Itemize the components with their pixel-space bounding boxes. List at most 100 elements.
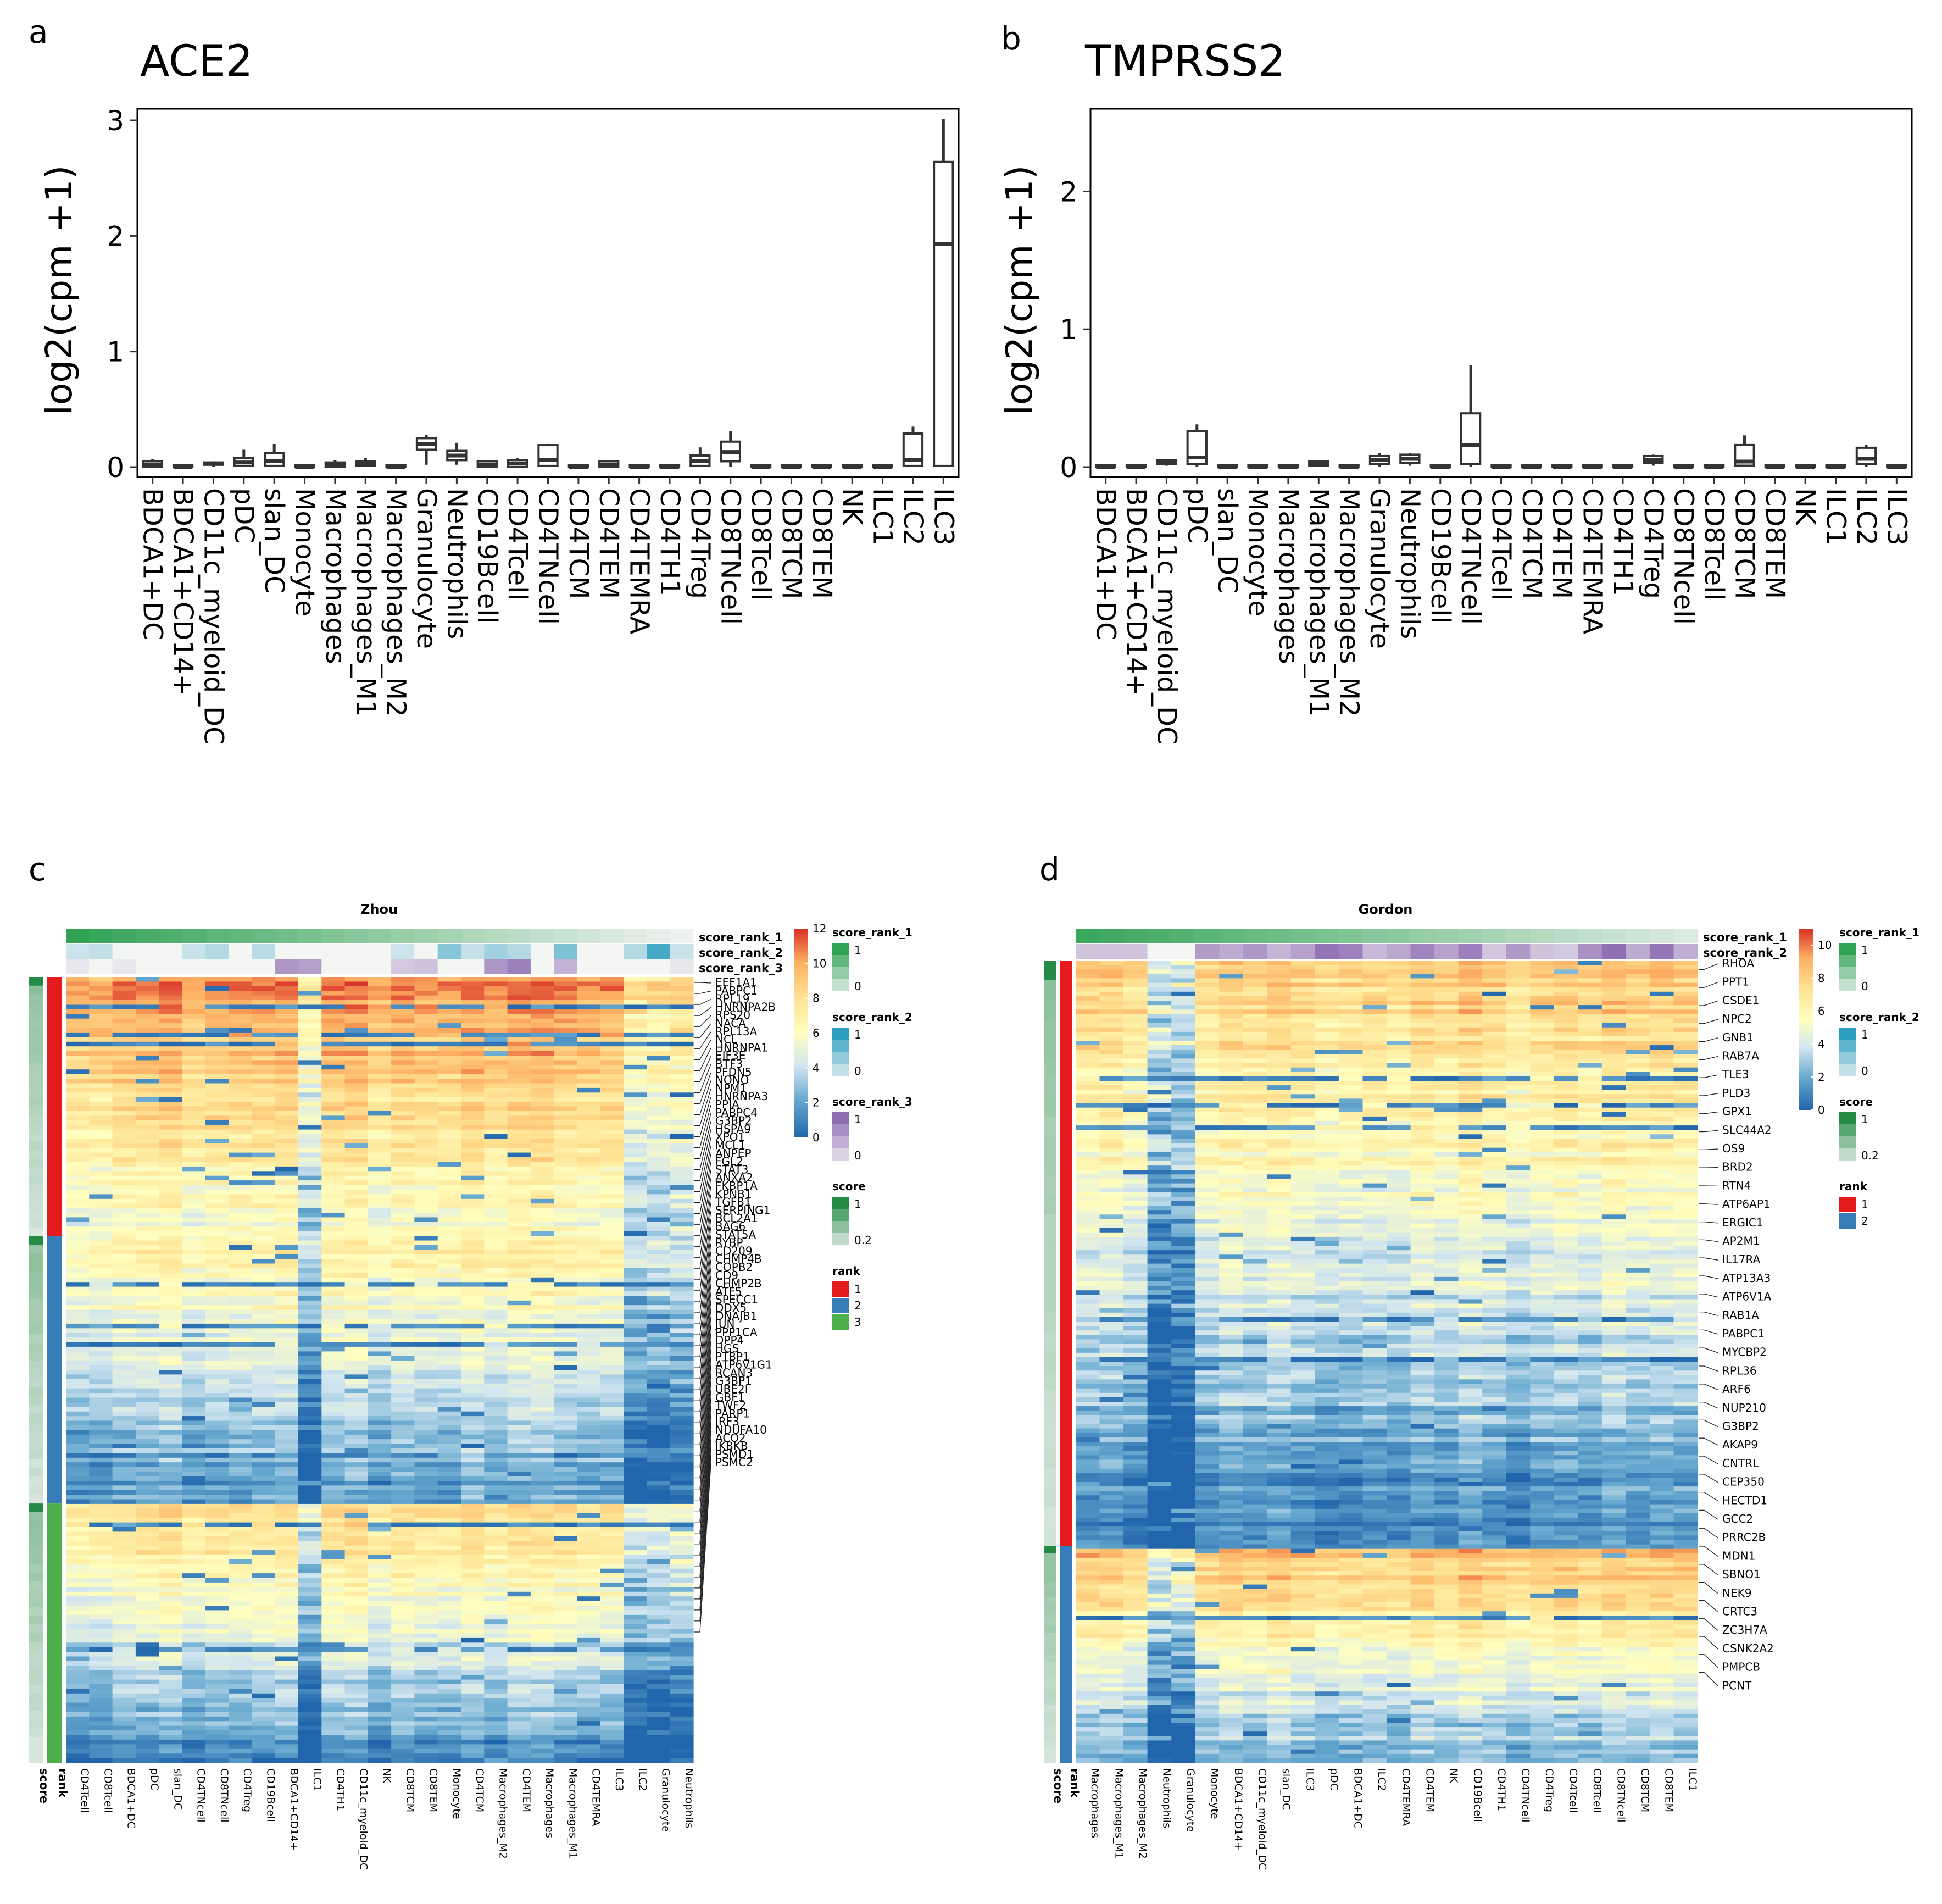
heat-cell bbox=[368, 1716, 392, 1722]
heat-cell bbox=[229, 1185, 252, 1190]
heat-cell bbox=[624, 1148, 647, 1153]
heat-cell bbox=[461, 1074, 485, 1079]
heat-cell bbox=[66, 1074, 90, 1079]
heat-cell bbox=[275, 1365, 299, 1370]
x-tick-label: CD4TEM bbox=[1546, 488, 1577, 599]
heat-cell bbox=[391, 1444, 415, 1449]
heat-cell bbox=[530, 1143, 554, 1148]
heat-cell bbox=[670, 1361, 694, 1366]
heat-cell bbox=[159, 1393, 183, 1398]
panel-c-heatmap: Zhou score_rank_1score_rank_2score_rank_… bbox=[29, 902, 912, 1870]
heat-cell bbox=[624, 1420, 647, 1426]
heat-cell bbox=[252, 1467, 276, 1472]
heat-cell bbox=[344, 1342, 369, 1347]
heat-cell bbox=[112, 1480, 136, 1486]
heat-cell bbox=[670, 1254, 694, 1259]
heat-cell bbox=[577, 1633, 601, 1639]
heat-cell bbox=[182, 1633, 206, 1639]
heat-cell bbox=[414, 1143, 438, 1148]
heat-cell bbox=[437, 1393, 461, 1398]
heat-cell bbox=[205, 1004, 229, 1010]
heat-cell bbox=[252, 1189, 276, 1195]
heat-cell bbox=[414, 1217, 438, 1223]
heat-cell bbox=[484, 1282, 508, 1287]
heat-cell bbox=[112, 1550, 136, 1556]
heat-cell bbox=[391, 1213, 415, 1218]
heat-cell bbox=[507, 1273, 531, 1278]
heat-cell bbox=[159, 1411, 183, 1417]
heat-cell bbox=[554, 1277, 578, 1283]
heat-cell bbox=[275, 1056, 299, 1061]
heat-cell bbox=[437, 1120, 461, 1125]
heat-cell bbox=[368, 1208, 392, 1213]
heat-cell bbox=[344, 1679, 369, 1685]
heat-cell bbox=[89, 1060, 113, 1065]
heat-cell bbox=[624, 1365, 647, 1370]
heat-cell bbox=[507, 1009, 531, 1014]
heat-cell bbox=[229, 1670, 252, 1675]
heat-cell bbox=[135, 1028, 159, 1033]
heat-cell bbox=[624, 1361, 647, 1366]
heat-cell bbox=[624, 1499, 647, 1505]
heat-cell bbox=[461, 1545, 485, 1551]
heat-cell bbox=[182, 1069, 206, 1075]
heat-cell bbox=[414, 1748, 438, 1754]
heat-cell bbox=[484, 1614, 508, 1620]
heat-cell bbox=[414, 1624, 438, 1629]
heat-cell bbox=[252, 1148, 276, 1153]
heat-cell bbox=[89, 1125, 113, 1130]
heat-cell bbox=[275, 1120, 299, 1125]
heat-cell bbox=[414, 1111, 438, 1116]
heat-cell bbox=[437, 1198, 461, 1204]
heat-cell bbox=[507, 1000, 531, 1006]
heat-cell bbox=[600, 1707, 624, 1713]
heat-cell bbox=[182, 1531, 206, 1537]
heat-cell bbox=[414, 1675, 438, 1680]
heat-cell bbox=[461, 1614, 485, 1620]
heat-cell bbox=[112, 1250, 136, 1255]
heat-cell bbox=[229, 1250, 252, 1255]
panel-letter-b: b bbox=[1001, 20, 1021, 57]
heat-cell bbox=[159, 1730, 183, 1736]
heat-cell bbox=[135, 1633, 159, 1639]
heat-cell bbox=[182, 1162, 206, 1167]
heat-cell bbox=[344, 1388, 369, 1394]
heat-cell bbox=[66, 1217, 90, 1223]
heat-cell bbox=[89, 1259, 113, 1264]
heat-cell bbox=[344, 1296, 369, 1301]
heat-cell bbox=[507, 1328, 531, 1334]
heat-cell bbox=[252, 1296, 276, 1301]
heat-cell bbox=[484, 1596, 508, 1602]
heat-cell bbox=[530, 1652, 554, 1657]
heat-cell bbox=[507, 1614, 531, 1620]
heat-cell bbox=[135, 1365, 159, 1370]
heat-cell bbox=[66, 1134, 90, 1139]
heat-cell bbox=[437, 986, 461, 991]
heat-cell bbox=[89, 1591, 113, 1597]
heat-cell bbox=[229, 1268, 252, 1273]
heat-cell bbox=[391, 1536, 415, 1541]
heat-cell bbox=[298, 1259, 322, 1264]
heat-cell bbox=[600, 1444, 624, 1449]
heat-cell bbox=[577, 1226, 601, 1232]
heat-cell bbox=[344, 991, 369, 996]
heat-cell bbox=[159, 1143, 183, 1148]
heat-cell bbox=[275, 1129, 299, 1135]
heat-cell bbox=[507, 1541, 531, 1546]
heat-cell bbox=[182, 1702, 206, 1708]
heat-cell bbox=[391, 1240, 415, 1246]
heat-cell bbox=[205, 1707, 229, 1713]
heat-cell bbox=[275, 1578, 299, 1583]
heat-cell bbox=[577, 1333, 601, 1338]
heat-cell bbox=[344, 1550, 369, 1556]
heat-cell bbox=[321, 1009, 346, 1014]
heat-cell bbox=[298, 1633, 322, 1639]
heat-cell bbox=[577, 1522, 601, 1528]
heat-cell bbox=[647, 1393, 671, 1398]
heat-cell bbox=[205, 1198, 229, 1204]
heat-cell bbox=[135, 1370, 159, 1375]
heat-cell bbox=[414, 1393, 438, 1398]
heat-cell bbox=[252, 1420, 276, 1426]
x-tick-label: slan_DC bbox=[1212, 488, 1243, 594]
heat-cell bbox=[135, 1559, 159, 1564]
